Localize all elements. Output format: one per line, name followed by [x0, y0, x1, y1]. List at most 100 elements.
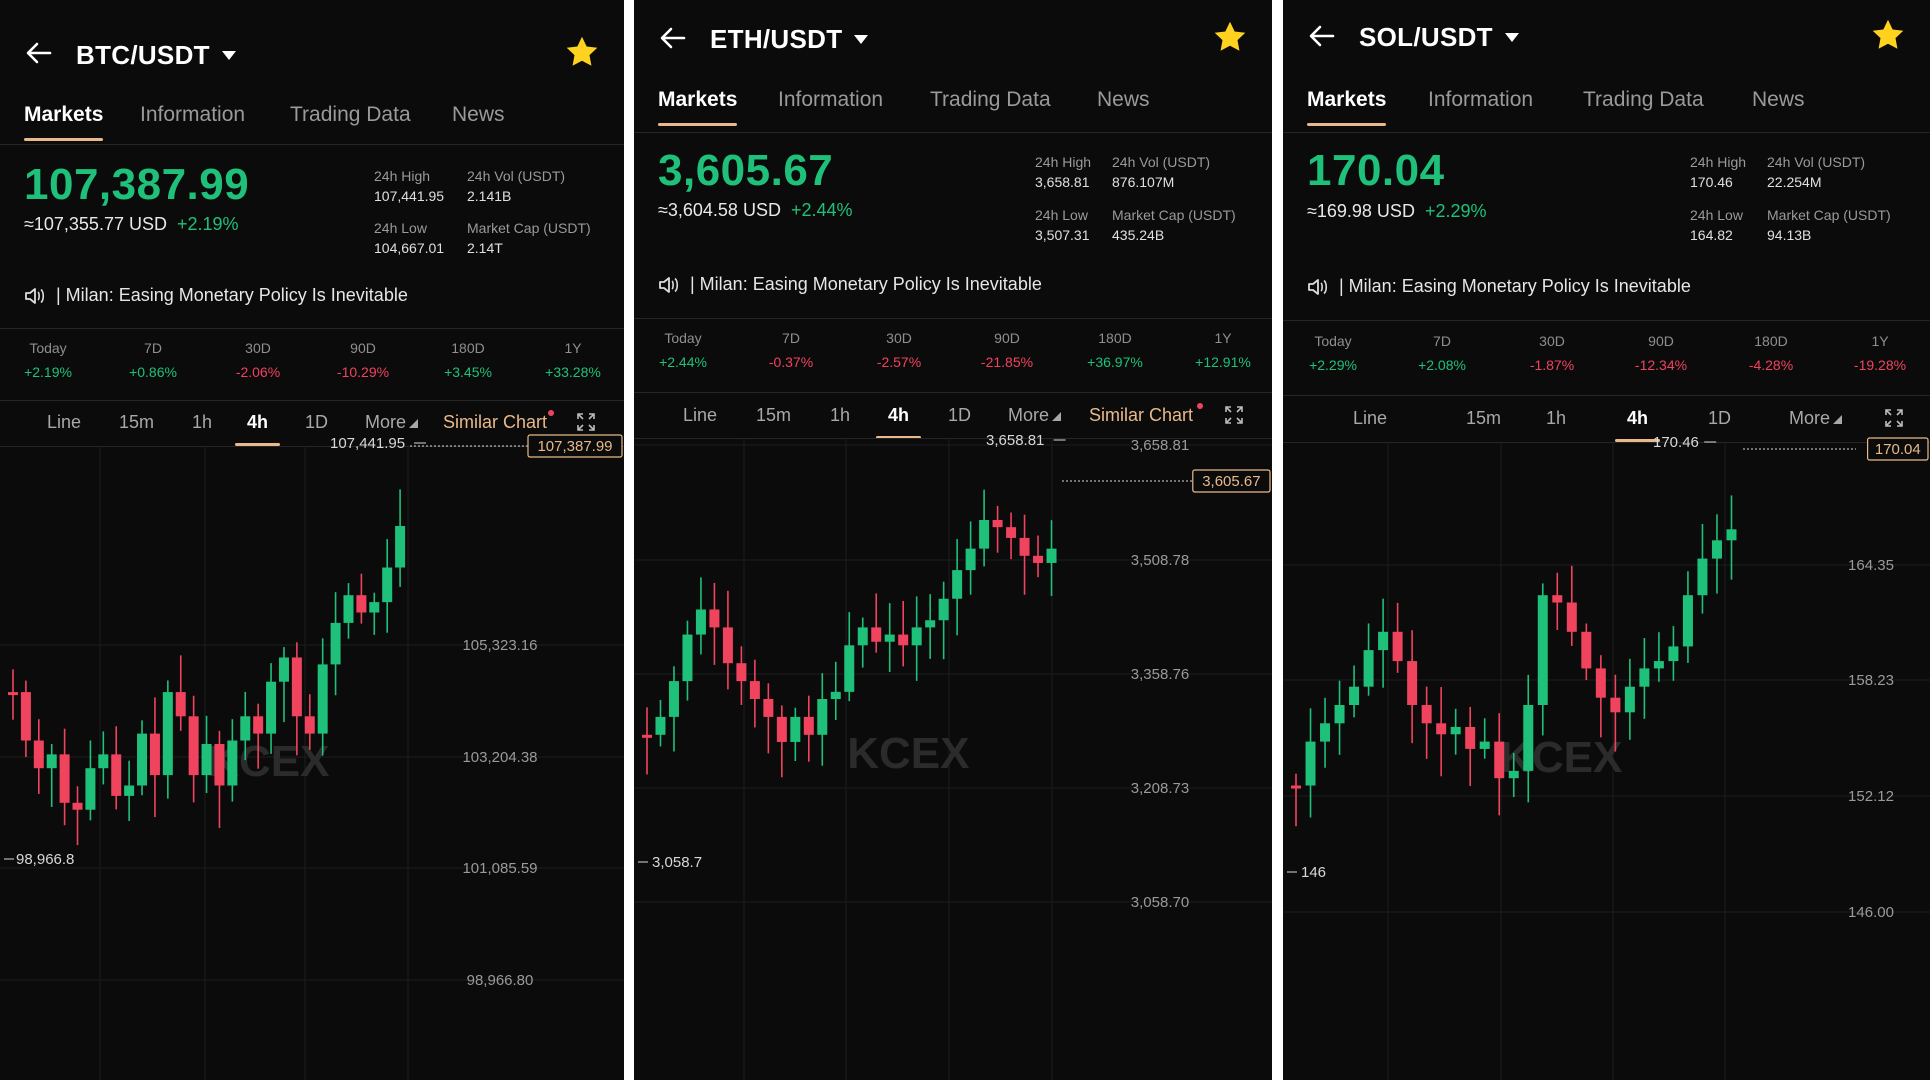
perf-30d: 30D -1.87% — [1502, 333, 1602, 373]
candle-body — [33, 740, 44, 769]
tf-similar-chart[interactable]: Similar Chart — [1089, 405, 1194, 425]
y-tick-label: 3,358.76 — [1131, 666, 1189, 683]
candle-body — [1479, 741, 1490, 749]
tf-more[interactable]: More — [365, 412, 419, 433]
timeframe-bar: Line 15m 1h 4h 1D More — [1283, 408, 1930, 452]
stat-value: 2.14T — [467, 240, 503, 256]
stat-24h-vol: 24h Vol (USDT) 2.141B — [467, 166, 565, 206]
tf-1h[interactable]: 1h — [1546, 408, 1567, 428]
usd-equivalent: ≈3,604.58 USD +2.44% — [658, 200, 853, 221]
tab-trading-data[interactable]: Trading Data — [930, 88, 1051, 111]
tab-news[interactable]: News — [1097, 88, 1150, 111]
tf-similar-chart[interactable]: Similar Chart — [443, 412, 548, 432]
candle-body — [124, 785, 135, 796]
news-ticker[interactable]: | Milan: Easing Monetary Policy Is Inevi… — [24, 285, 408, 306]
pair-selector[interactable]: ETH/USDT — [710, 24, 869, 55]
candle-body — [1653, 661, 1664, 669]
tab-trading-data[interactable]: Trading Data — [290, 103, 411, 126]
stat-label: 24h Low — [1035, 207, 1088, 223]
divider — [1283, 395, 1930, 396]
candle-body — [642, 734, 652, 738]
tab-information[interactable]: Information — [1428, 88, 1534, 111]
candle-body — [1334, 705, 1345, 724]
tf-line[interactable]: Line — [1353, 408, 1388, 428]
candlestick-chart[interactable]: KCEX 105,323.16 103,204.38 101,085.59 98,966… — [0, 434, 624, 1080]
news-headline: | Milan: Easing Monetary Policy Is Inevi… — [56, 285, 408, 305]
back-arrow-icon[interactable] — [658, 23, 688, 53]
candle-body — [1349, 686, 1360, 705]
stat-value: 3,507.31 — [1035, 227, 1090, 243]
candlestick-chart[interactable]: KCEX 164.35 158.23 152.12 146.00 170.04 170.46… — [1283, 434, 1930, 1080]
candle-body — [1363, 650, 1374, 687]
tab-information[interactable]: Information — [140, 103, 246, 126]
usd-equivalent: ≈107,355.77 USD +2.19% — [24, 214, 239, 235]
speaker-icon — [1308, 278, 1328, 295]
tab-trading-data[interactable]: Trading Data — [1583, 88, 1704, 111]
tf-4h[interactable]: 4h — [875, 405, 922, 439]
candle-body — [1581, 631, 1592, 669]
max-price-label: 107,441.95 — [330, 435, 405, 452]
fullscreen-icon[interactable] — [1224, 405, 1244, 425]
fullscreen-icon[interactable] — [1884, 408, 1904, 428]
perf-value: +2.08% — [1418, 357, 1466, 373]
stat-24h-vol: 24h Vol (USDT) 22.254M — [1767, 152, 1865, 192]
stat-value: 22.254M — [1767, 174, 1822, 190]
back-arrow-icon[interactable] — [1307, 21, 1337, 51]
news-ticker[interactable]: | Milan: Easing Monetary Policy Is Inevi… — [658, 274, 1042, 295]
candle-body — [1450, 726, 1461, 735]
candle-body — [1668, 646, 1679, 662]
candle-body — [1378, 631, 1389, 651]
stat-label: Market Cap (USDT) — [467, 220, 591, 236]
candle-body — [1392, 631, 1403, 662]
tf-more[interactable]: More — [1008, 405, 1062, 426]
candle-body — [857, 627, 868, 646]
tab-news[interactable]: News — [1752, 88, 1805, 111]
favorite-star-icon[interactable] — [564, 34, 600, 70]
pair-selector[interactable]: BTC/USDT — [76, 40, 236, 71]
favorite-star-icon[interactable] — [1870, 17, 1906, 53]
tf-4h[interactable]: 4h — [234, 412, 281, 446]
perf-label: Today — [29, 340, 67, 356]
candle-body — [175, 692, 186, 717]
min-price-label: 3,058.7 — [652, 854, 702, 871]
tab-news[interactable]: News — [452, 103, 505, 126]
candle-body — [85, 768, 96, 810]
tab-information[interactable]: Information — [778, 88, 884, 111]
tf-more[interactable]: More — [1789, 408, 1843, 429]
header: SOL/USDT — [1283, 0, 1930, 100]
tf-1h[interactable]: 1h — [192, 412, 213, 432]
tab-markets[interactable]: Markets — [1307, 88, 1387, 126]
watermark-logo: KCEX — [207, 737, 329, 786]
tf-1h[interactable]: 1h — [830, 405, 851, 425]
pair-selector[interactable]: SOL/USDT — [1359, 22, 1519, 53]
candle-body — [1639, 668, 1650, 687]
tf-1d[interactable]: 1D — [1708, 408, 1732, 428]
perf-value: -2.57% — [876, 354, 922, 370]
stat-24h-high: 24h High 3,658.81 — [1035, 152, 1091, 192]
candle-body — [382, 567, 393, 603]
tf-1d[interactable]: 1D — [305, 412, 329, 432]
tf-15m[interactable]: 15m — [1466, 408, 1502, 428]
back-arrow-icon[interactable] — [24, 38, 54, 68]
fullscreen-icon[interactable] — [576, 412, 596, 432]
news-ticker[interactable]: | Milan: Easing Monetary Policy Is Inevi… — [1307, 276, 1691, 297]
chevron-down-icon — [1504, 33, 1519, 42]
candlestick-chart[interactable]: KCEX 3,658.81 3,508.78 3,358.76 3,208.73 3,05… — [634, 432, 1272, 1080]
candle-body — [965, 548, 976, 571]
tf-1d[interactable]: 1D — [948, 405, 972, 425]
candle-body — [898, 634, 909, 646]
tf-4h[interactable]: 4h — [1614, 408, 1661, 442]
candle-body — [1320, 723, 1331, 742]
perf-value: -0.37% — [768, 354, 814, 370]
tf-line[interactable]: Line — [47, 412, 82, 432]
tf-15m[interactable]: 15m — [756, 405, 792, 425]
tf-line[interactable]: Line — [683, 405, 718, 425]
perf-7d: 7D +2.08% — [1392, 333, 1492, 373]
tab-markets[interactable]: Markets — [24, 103, 104, 141]
perf-today: Today +2.19% — [0, 340, 98, 380]
favorite-star-icon[interactable] — [1212, 19, 1248, 55]
tab-markets[interactable]: Markets — [658, 88, 738, 126]
candle-body — [111, 754, 122, 796]
tf-15m[interactable]: 15m — [119, 412, 155, 432]
stat-label: 24h Vol (USDT) — [1767, 154, 1866, 170]
